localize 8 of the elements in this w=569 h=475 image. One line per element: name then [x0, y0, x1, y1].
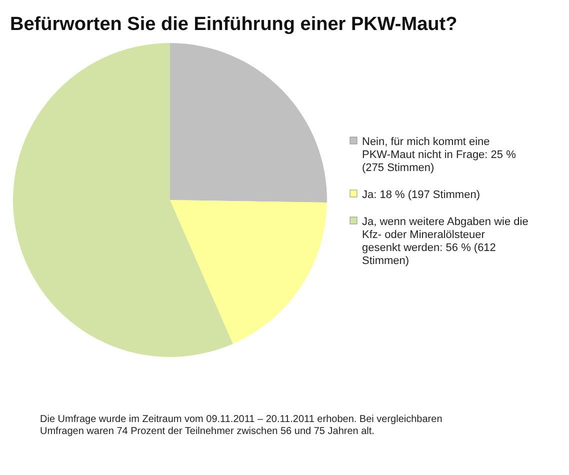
- legend-label: Nein, für mich kommt eine PKW-Maut nicht in Frage: 25 % (275 Stimmen): [362, 136, 516, 174]
- text: Die Umfrage wurde im Zeitraum vom 09.11.2011 – 20.11.2011 erhoben. Bei vergleichbaren Umfragen waren 74 Prozent der Teilnehmer zwischen 56 und 75 Jahren alt.: [40, 414, 442, 437]
- pie-slice: [170, 43, 327, 202]
- pie-slice: [13, 43, 233, 357]
- chart-title: Befürworten Sie die Einführung einer PKW-Maut?: [10, 14, 458, 35]
- legend-label: Ja: 18 % (197 Stimmen): [362, 189, 480, 201]
- pie-slice: [170, 200, 327, 344]
- legend-label: Ja, wenn weitere Abgaben wie die Kfz- oder Mineralölsteuer gesenkt werden: 56 % (612 Stimmen): [362, 216, 528, 267]
